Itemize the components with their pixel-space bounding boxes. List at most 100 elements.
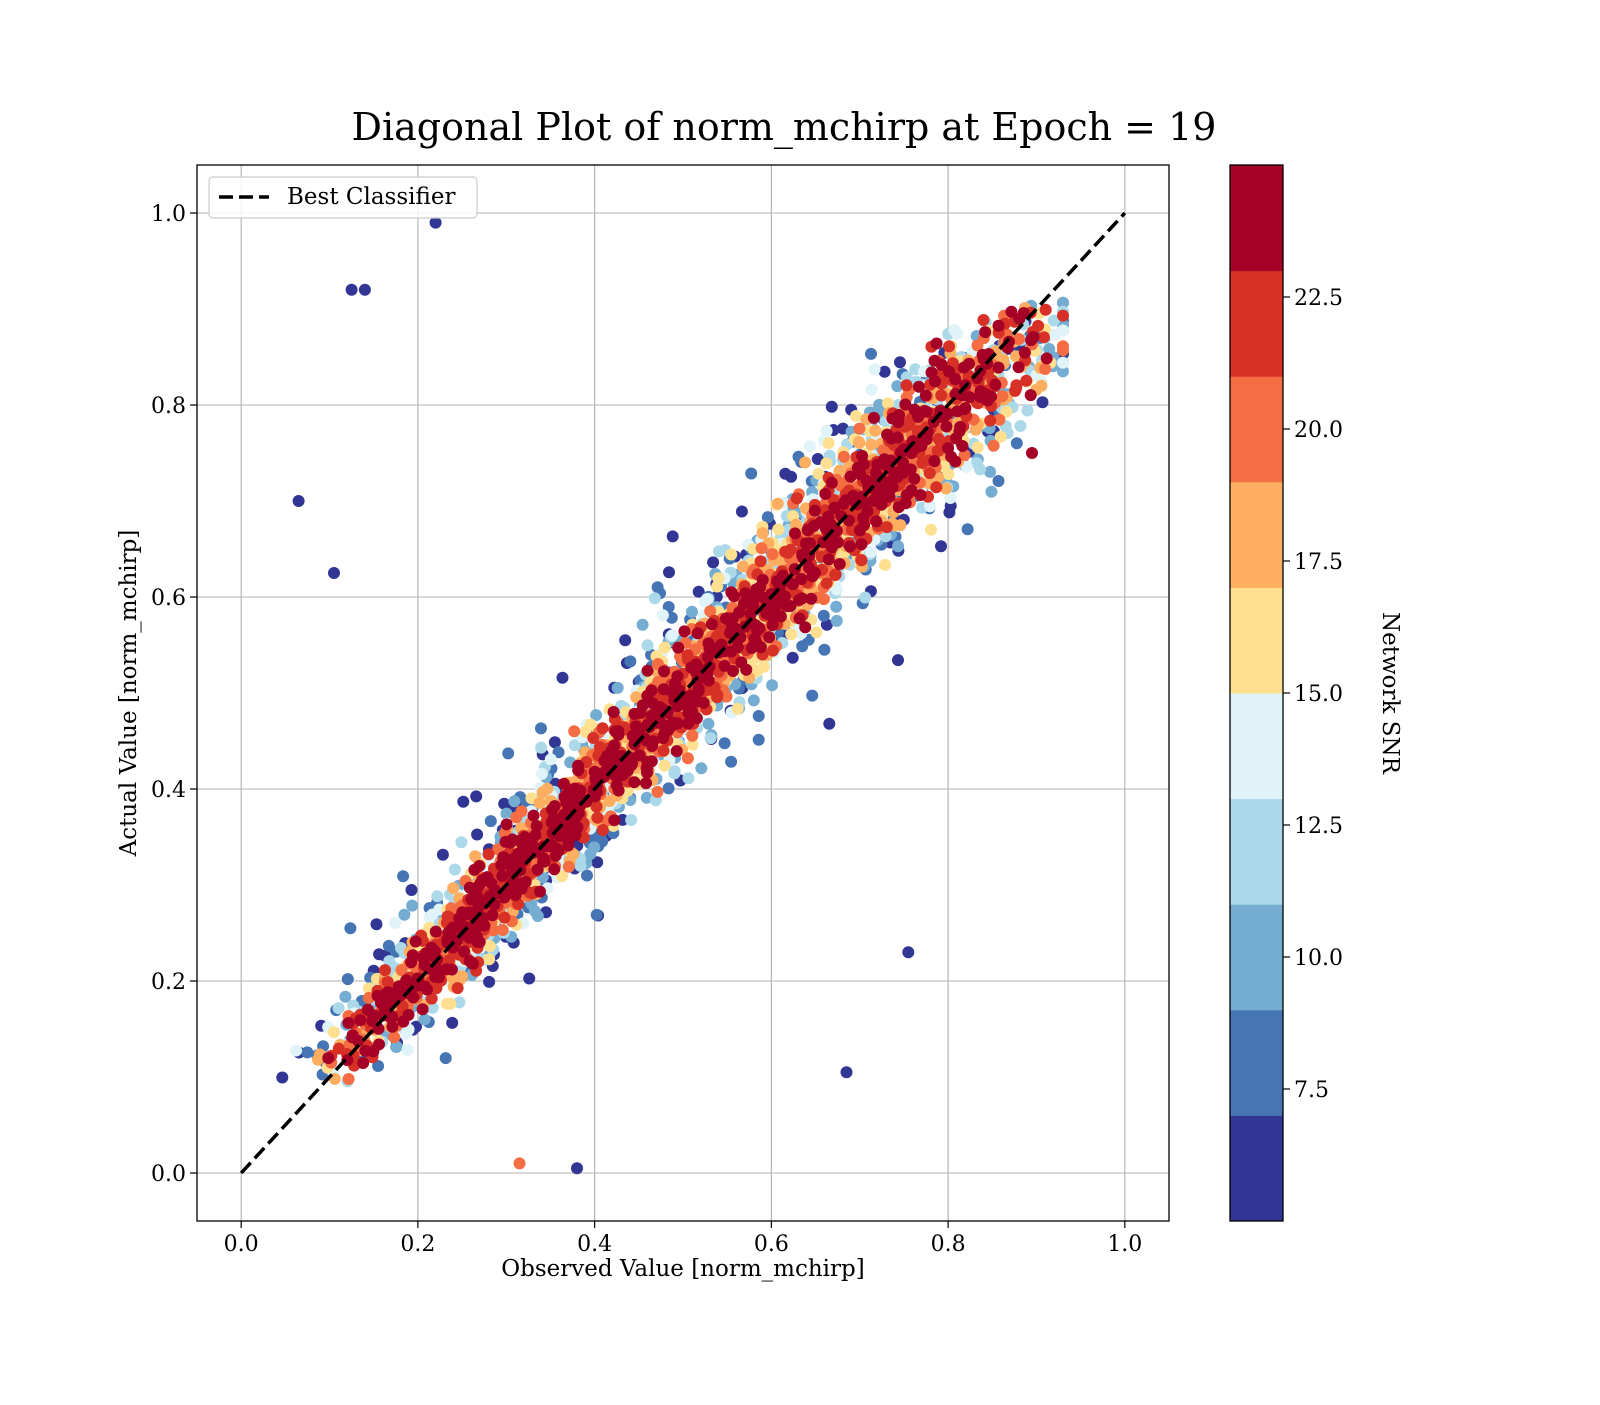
scatter-point — [837, 497, 850, 510]
scatter-point — [657, 732, 670, 745]
scatter-point — [844, 470, 857, 483]
scatter-point — [357, 1057, 370, 1069]
colorbar-segment — [1230, 1115, 1283, 1222]
scatter-point — [892, 654, 904, 667]
scatter-point — [963, 391, 976, 404]
scatter-point — [500, 807, 513, 820]
scatter-point — [935, 389, 948, 402]
scatter-point — [451, 982, 464, 995]
scatter-point — [985, 390, 998, 403]
scatter-point — [342, 1017, 355, 1029]
scatter-point — [1025, 334, 1038, 347]
scatter-point — [568, 725, 581, 738]
scatter-point — [472, 919, 485, 932]
scatter-point — [496, 870, 509, 882]
scatter-point — [865, 383, 878, 396]
scatter-point — [755, 542, 768, 555]
scatter-point — [426, 1001, 439, 1014]
scatter-point — [407, 991, 420, 1004]
scatter-point — [985, 485, 998, 498]
scatter-point — [939, 409, 952, 422]
scatter-point — [984, 414, 997, 427]
scatter-point — [786, 651, 799, 664]
scatter-point — [557, 777, 570, 790]
scatter-point — [1049, 328, 1062, 341]
scatter-point — [984, 465, 997, 478]
scatter-point — [1009, 384, 1022, 397]
scatter-point — [810, 626, 823, 639]
scatter-point — [456, 970, 468, 983]
scatter-point — [341, 973, 354, 986]
chart-title: Diagonal Plot of norm_mchirp at Epoch = … — [352, 105, 1217, 150]
scatter-point — [861, 505, 874, 518]
scatter-point — [851, 461, 864, 474]
colorbar-segment — [1230, 270, 1283, 377]
scatter-point — [500, 818, 513, 831]
scatter-point — [276, 1071, 289, 1084]
scatter-point — [880, 521, 893, 534]
scatter-point — [418, 1013, 431, 1026]
scatter-point — [657, 683, 670, 696]
scatter-point — [931, 445, 944, 458]
scatter-point — [658, 641, 671, 654]
scatter-point — [526, 837, 538, 850]
colorbar-label: Network SNR — [1377, 612, 1403, 775]
scatter-point — [712, 572, 725, 585]
colorbar-tick-label: 22.5 — [1294, 286, 1343, 311]
scatter-point — [656, 609, 669, 622]
scatter-point — [508, 795, 521, 808]
scatter-point — [390, 1040, 403, 1053]
scatter-point — [1026, 447, 1038, 459]
scatter-point — [817, 593, 830, 606]
scatter-point — [498, 797, 511, 810]
scatter-point — [840, 1066, 853, 1079]
scatter-point — [818, 643, 831, 656]
scatter-point — [859, 591, 872, 604]
colorbar-segment — [1230, 481, 1283, 588]
scatter-point — [949, 373, 962, 386]
scatter-point — [1032, 319, 1045, 332]
scatter-point — [869, 467, 882, 479]
scatter-point — [301, 1046, 314, 1059]
scatter-point — [800, 537, 813, 550]
scatter-point — [691, 660, 704, 673]
scatter-point — [865, 347, 877, 360]
scatter-point — [923, 467, 936, 480]
scatter-point — [377, 994, 390, 1007]
scatter-point — [739, 587, 752, 600]
scatter-point — [940, 420, 953, 433]
scatter-point — [785, 470, 798, 483]
scatter-point — [425, 941, 438, 954]
scatter-point — [590, 800, 603, 813]
scatter-point — [641, 689, 654, 702]
scatter-point — [386, 1020, 399, 1033]
scatter-point — [552, 746, 565, 759]
scatter-point — [994, 430, 1007, 443]
scatter-point — [849, 496, 862, 509]
scatter-point — [701, 651, 714, 664]
scatter-point — [912, 380, 925, 393]
colorbar — [1230, 165, 1283, 1222]
scatter-point — [496, 924, 509, 936]
scatter-point — [405, 956, 418, 969]
scatter-point — [957, 361, 970, 374]
scatter-point — [704, 605, 717, 618]
scatter-point — [594, 770, 607, 783]
scatter-point — [830, 600, 843, 613]
colorbar-tick-label: 10.0 — [1294, 946, 1343, 971]
scatter-point — [636, 699, 649, 712]
colorbar-ticks: 7.5 10.0 12.5 15.0 17.5 20.0 22.5 — [1283, 286, 1343, 1103]
scatter-point — [666, 629, 679, 642]
scatter-point — [641, 639, 654, 652]
scatter-point — [332, 1002, 345, 1015]
scatter-point — [681, 752, 694, 765]
scatter-point — [672, 641, 685, 654]
scatter-point — [628, 776, 641, 789]
scatter-point — [663, 566, 675, 579]
scatter-point — [751, 665, 764, 678]
scatter-point — [820, 424, 833, 437]
scatter-point — [886, 480, 899, 493]
scatter-point — [1040, 352, 1053, 365]
scatter-point — [929, 375, 941, 388]
